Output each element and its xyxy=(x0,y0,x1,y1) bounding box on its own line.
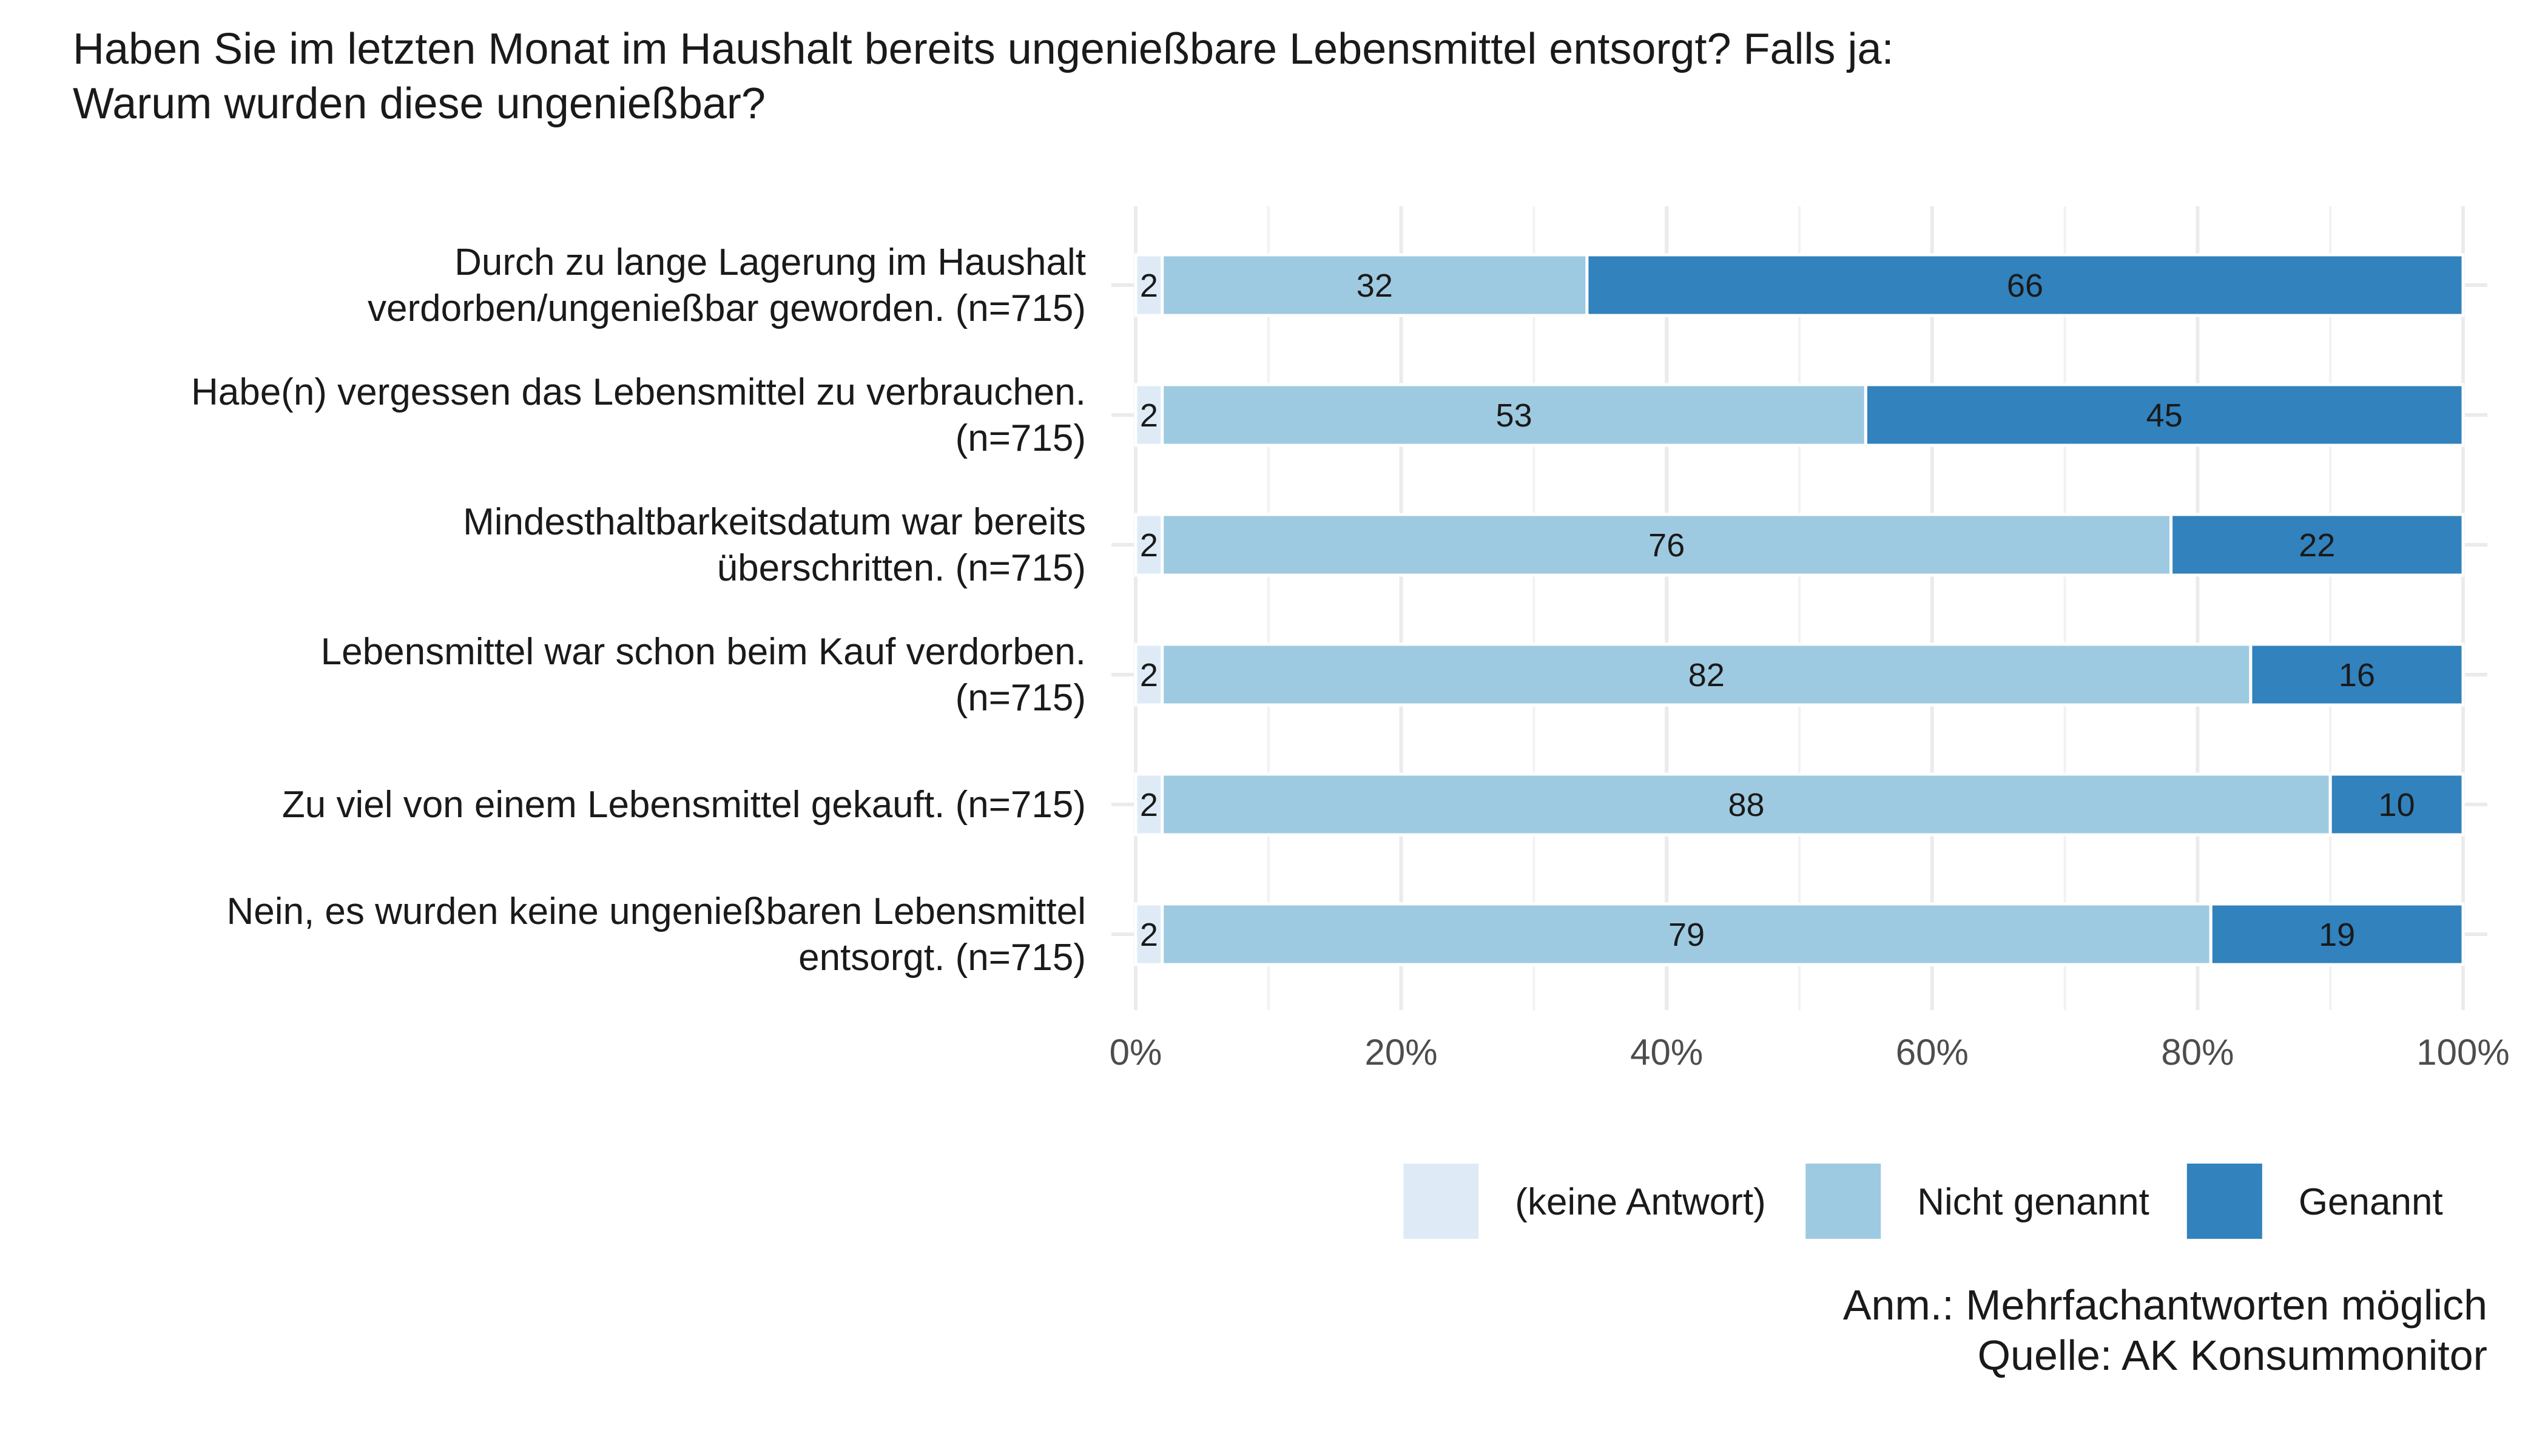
category-label: Mindesthaltbarkeitsdatum war bereits xyxy=(463,501,1086,543)
bars: 2 32 662 53 452 76 222 82 162 88 102 79 19 xyxy=(1134,253,2465,966)
category-label: überschritten. (n=715) xyxy=(717,547,1086,589)
x-tick-label: 0% xyxy=(1110,1032,1162,1073)
category-label: Zu viel von einem Lebensmittel gekauft. … xyxy=(282,784,1086,826)
x-tick-label: 60% xyxy=(1896,1032,1969,1073)
gridlines xyxy=(1111,206,2487,1010)
x-tick-label: 40% xyxy=(1630,1032,1703,1073)
bar-value-label: 22 xyxy=(2299,527,2335,564)
bar-value-label: 2 xyxy=(1140,527,1158,564)
bar-value-label: 66 xyxy=(2007,268,2043,304)
x-tick-label: 20% xyxy=(1365,1032,1438,1073)
legend-label: Genannt xyxy=(2299,1181,2443,1223)
legend-swatch xyxy=(1403,1164,1479,1239)
legend-label: Nicht genannt xyxy=(1917,1181,2149,1223)
bar-segment xyxy=(2249,642,2465,707)
chart-title: Haben Sie im letzten Monat im Haushalt b… xyxy=(73,25,1894,128)
category-label: (n=715) xyxy=(956,417,1086,459)
chart-title-line: Haben Sie im letzten Monat im Haushalt b… xyxy=(73,25,1894,73)
bar-value-label: 2 xyxy=(1140,657,1158,693)
legend-swatch xyxy=(1805,1164,1881,1239)
bar-value-label: 2 xyxy=(1140,787,1158,823)
bar-segment xyxy=(1161,253,1589,317)
x-tick-label: 100% xyxy=(2416,1032,2509,1073)
bar-segment xyxy=(1134,902,1164,966)
bar-value-label: 82 xyxy=(1688,657,1725,693)
bar-value-label: 76 xyxy=(1648,527,1685,564)
bar-value-label: 45 xyxy=(2146,397,2183,434)
bar-segment xyxy=(2169,513,2465,577)
bar-segment xyxy=(2328,772,2465,837)
category-labels: Durch zu lange Lagerung im Haushalt verdo… xyxy=(191,241,1086,979)
bar-value-label: 88 xyxy=(1728,787,1764,823)
category-label: Durch zu lange Lagerung im Haushalt xyxy=(454,241,1086,283)
category-label: (n=715) xyxy=(956,677,1086,719)
legend-label: (keine Antwort) xyxy=(1515,1181,1766,1223)
category-label: verdorben/ungenießbar geworden. (n=715) xyxy=(368,288,1086,329)
bar-value-label: 2 xyxy=(1140,917,1158,953)
category-label: Nein, es wurden keine ungenießbaren Lebe… xyxy=(226,891,1086,932)
bar-value-label: 53 xyxy=(1496,397,1532,434)
x-tick-label: 80% xyxy=(2161,1032,2234,1073)
bar-segment xyxy=(1585,253,2465,317)
chart-note: Quelle: AK Konsummonitor xyxy=(1978,1332,2487,1379)
legend-swatch xyxy=(2186,1164,2262,1239)
chart-title-line: Warum wurden diese ungenießbar? xyxy=(73,79,766,128)
x-axis-ticks: 0% 20% 40% 60% 80% 100% xyxy=(1110,1032,2510,1073)
bar-value-label: 16 xyxy=(2339,657,2375,693)
bar-segment xyxy=(1161,513,2173,577)
bar-segment xyxy=(1161,772,2332,837)
chart-note: Anm.: Mehrfachantworten möglich xyxy=(1843,1281,2487,1329)
bar-segment xyxy=(2209,902,2465,966)
bar-value-label: 32 xyxy=(1357,268,1393,304)
bar-segment xyxy=(1161,642,2253,707)
category-label: Lebensmittel war schon beim Kauf verdorb… xyxy=(321,631,1086,673)
bar-value-label: 79 xyxy=(1668,917,1705,953)
category-label: entsorgt. (n=715) xyxy=(798,937,1086,979)
category-label: Habe(n) vergessen das Lebensmittel zu ve… xyxy=(191,371,1086,413)
legend: (keine Antwort) Nicht genannt Genannt xyxy=(1403,1164,2443,1239)
bar-value-label: 2 xyxy=(1140,268,1158,304)
bar-segment xyxy=(1161,383,1867,447)
bar-segment xyxy=(1864,383,2465,447)
bar-value-label: 2 xyxy=(1140,397,1158,434)
bar-value-label: 10 xyxy=(2379,787,2415,823)
bar-segment xyxy=(1134,383,1164,447)
bar-value-label: 19 xyxy=(2319,917,2355,953)
